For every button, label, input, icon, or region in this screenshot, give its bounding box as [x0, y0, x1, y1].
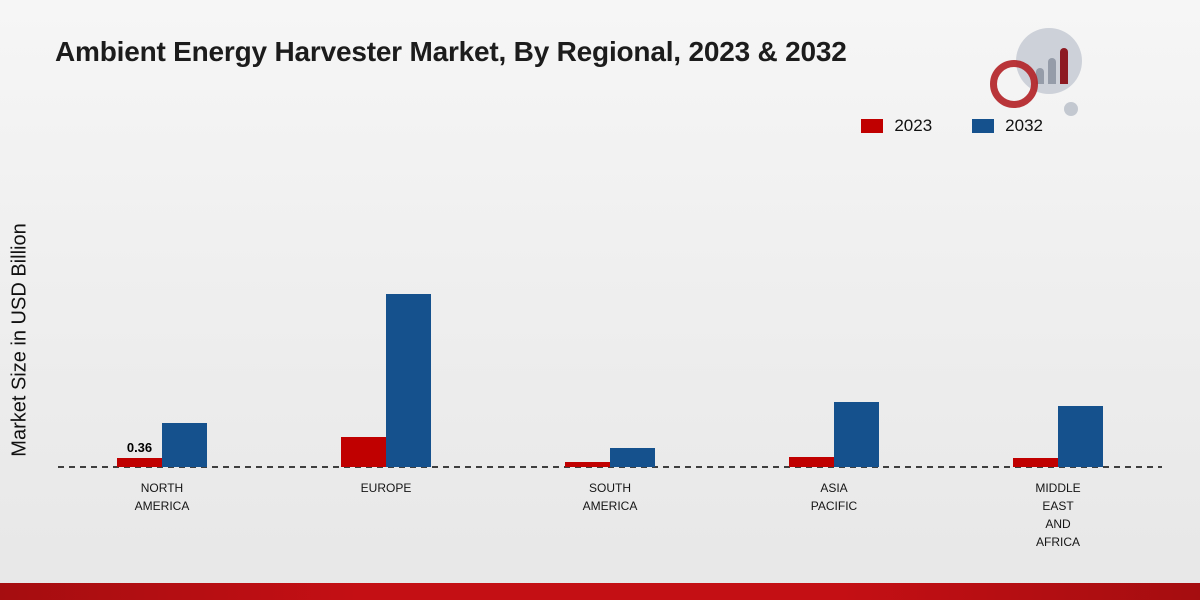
bar-2023-middle-east-and-africa	[1013, 458, 1058, 467]
data-label: 0.36	[126, 440, 153, 455]
x-axis-labels: NORTH AMERICA EUROPE SOUTH AMERICA ASIA PAC…	[50, 479, 1170, 569]
legend-label: 2032	[1005, 116, 1043, 135]
legend-item-2032: 2032	[972, 116, 1043, 136]
x-axis-label-south-america: SOUTH AMERICA	[582, 481, 638, 513]
bar-2023-north-america	[117, 458, 162, 467]
logo-bar-chart-icon	[1036, 46, 1068, 84]
footer-accent-bar	[0, 583, 1200, 600]
legend-swatch-icon	[861, 119, 884, 133]
chart-title: Ambient Energy Harvester Market, By Regi…	[55, 36, 847, 67]
legend-item-2023: 2023	[861, 116, 932, 136]
x-axis-label-asia-pacific: ASIA PACIFIC	[810, 481, 858, 513]
x-axis-label-north-america: NORTH AMERICA	[134, 481, 190, 513]
legend-swatch-icon	[972, 119, 995, 133]
bar-2032-south-america	[610, 448, 655, 467]
bar-2032-north-america	[162, 423, 207, 467]
legend-label: 2023	[894, 116, 933, 135]
bar-2023-europe	[341, 437, 386, 467]
bar-2023-asia-pacific	[789, 457, 834, 467]
y-axis-title: Market Size in USD Billion	[8, 223, 31, 457]
x-axis-label-europe: EUROPE	[360, 481, 412, 495]
bar-2032-europe	[386, 294, 431, 467]
chart-legend: 2023 2032	[861, 116, 1043, 136]
x-axis-baseline	[58, 466, 1162, 468]
plot-area: 0.36	[50, 167, 1170, 467]
bar-2032-middle-east-and-africa	[1058, 406, 1103, 467]
bar-2032-asia-pacific	[834, 402, 879, 467]
logo-magnifier-ring-icon	[990, 60, 1038, 108]
brand-logo	[990, 28, 1082, 116]
bar-2023-south-america	[565, 462, 610, 467]
x-axis-label-middle-east-and-africa: MIDDLE EAST AND AFRICA	[1035, 481, 1081, 549]
logo-dot-icon	[1064, 102, 1078, 116]
